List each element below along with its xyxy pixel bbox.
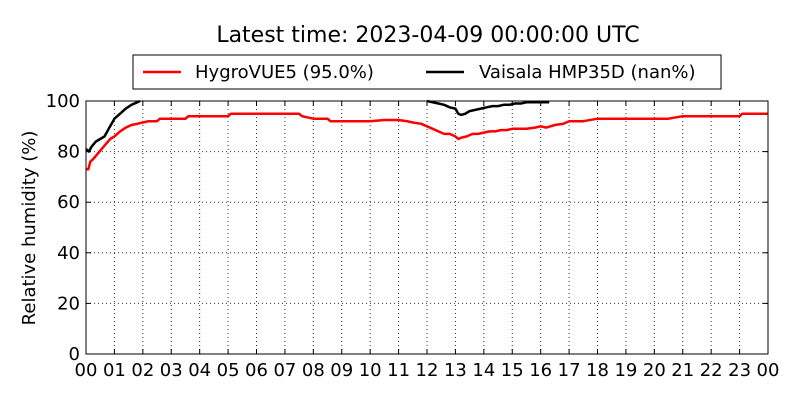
x-tick-label: 16 <box>529 360 552 381</box>
y-tick-label: 80 <box>57 142 80 163</box>
x-tick-label: 05 <box>217 360 240 381</box>
x-tick-label: 21 <box>671 360 694 381</box>
ticks: 00 01 02 03 04 05 06 07 08 09 10 11 12 13 14 15 16 17 18 19… <box>46 91 780 381</box>
plot-frame <box>85 100 769 355</box>
x-tick-label: 08 <box>302 360 325 381</box>
x-tick-label: 23 <box>728 360 751 381</box>
legend-label-hygrovue5: HygroVUE5 (95.0%) <box>195 62 374 83</box>
x-tick-label: 22 <box>700 360 723 381</box>
x-tick-label: 03 <box>160 360 183 381</box>
chart-title: Latest time: 2023-04-09 00:00:00 UTC <box>216 23 639 48</box>
x-tick-label: 11 <box>387 360 410 381</box>
x-tick-label: 01 <box>103 360 126 381</box>
series-line-hygrovue5 <box>86 112 768 171</box>
series-line-vaisala <box>85 99 550 153</box>
x-tick-label: 02 <box>131 360 154 381</box>
x-tick-label: 10 <box>359 360 382 381</box>
y-tick-label: 40 <box>57 243 80 264</box>
x-tick-label: 12 <box>416 360 439 381</box>
x-tick-label: 19 <box>614 360 637 381</box>
x-tick-label: 00 <box>75 360 98 381</box>
series-layer <box>85 99 768 171</box>
y-tick-label: 100 <box>46 91 80 112</box>
x-tick-label: 17 <box>558 360 581 381</box>
x-tick-label: 04 <box>188 360 211 381</box>
x-tick-label: 18 <box>586 360 609 381</box>
x-tick-label: 13 <box>444 360 467 381</box>
x-tick-label: 00 <box>757 360 780 381</box>
x-tick-label: 14 <box>472 360 495 381</box>
x-tick-label: 06 <box>245 360 268 381</box>
legend: HygroVUE5 (95.0%) Vaisala HMP35D (nan%) <box>132 54 722 90</box>
y-axis-label: Relative humidity (%) <box>19 131 40 326</box>
x-tick-label: 07 <box>273 360 296 381</box>
x-tick-label: 20 <box>643 360 666 381</box>
y-tick-label: 0 <box>69 344 80 365</box>
x-tick-label: 09 <box>330 360 353 381</box>
y-tick-label: 60 <box>57 192 80 213</box>
x-tick-label: 15 <box>501 360 524 381</box>
y-tick-label: 20 <box>57 293 80 314</box>
legend-label-vaisala: Vaisala HMP35D (nan%) <box>479 62 696 83</box>
grid <box>86 101 768 354</box>
